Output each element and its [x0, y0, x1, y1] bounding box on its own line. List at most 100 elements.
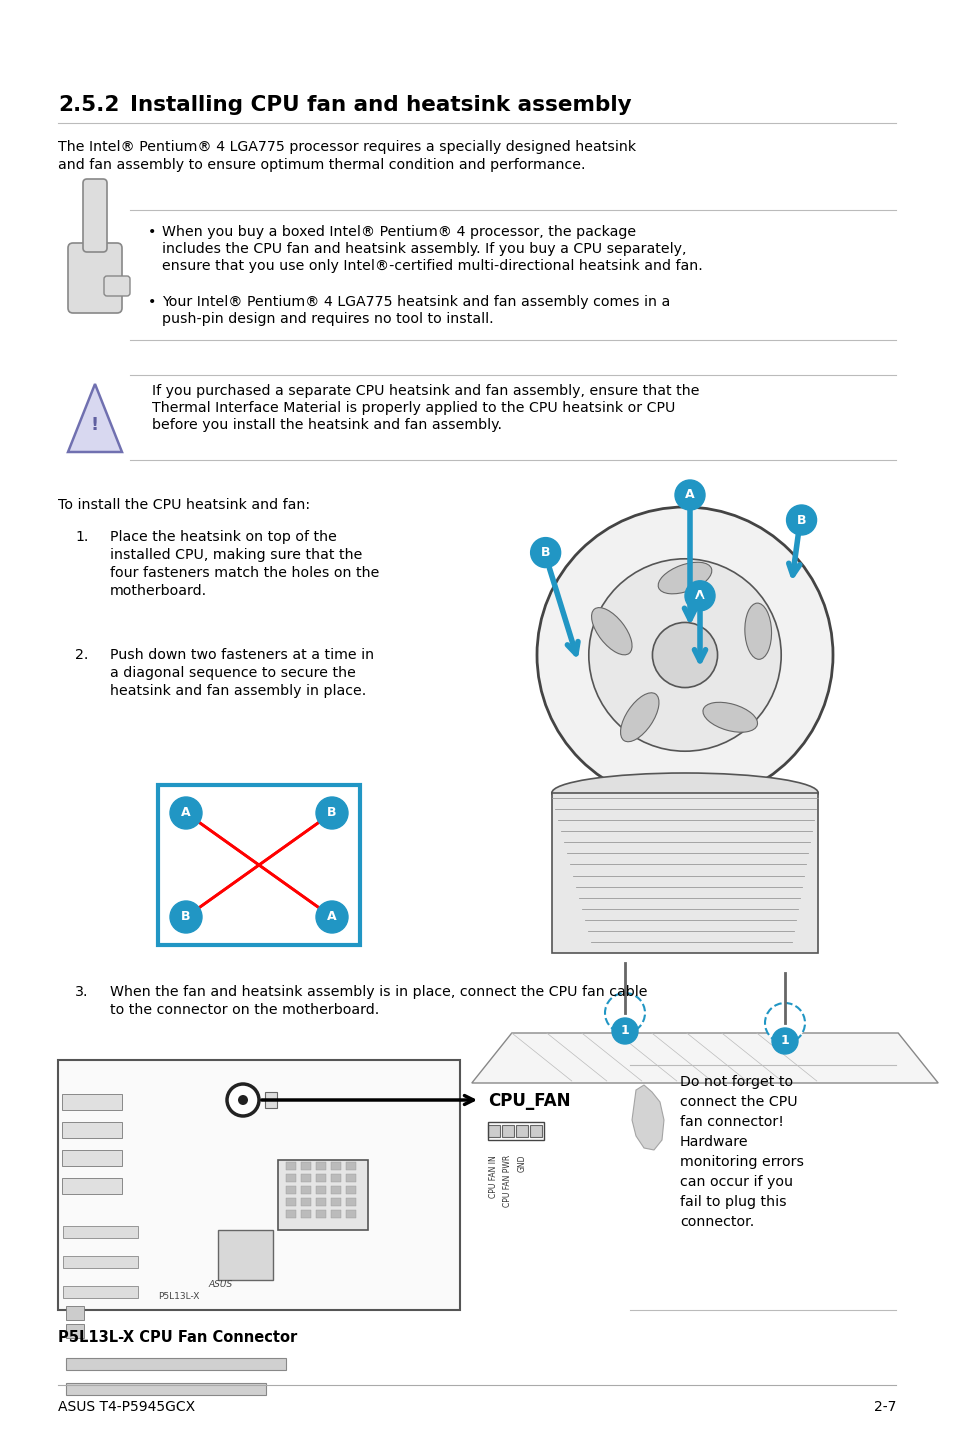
Polygon shape [631, 1086, 663, 1150]
Bar [62, 1094, 122, 1110]
Text: P5L13L-X CPU Fan Connector: P5L13L-X CPU Fan Connector [58, 1330, 297, 1345]
Text: When the fan and heatsink assembly is in place, connect the CPU fan cable: When the fan and heatsink assembly is in… [110, 985, 647, 999]
Text: fan connector!: fan connector! [679, 1114, 783, 1129]
Bar [301, 1162, 311, 1171]
Text: CPU_FAN: CPU_FAN [488, 1091, 570, 1110]
Bar [66, 1383, 266, 1395]
FancyBboxPatch shape [104, 276, 130, 296]
Bar [277, 1160, 368, 1229]
Text: 1: 1 [780, 1034, 788, 1047]
Text: Hardware: Hardware [679, 1135, 748, 1149]
Ellipse shape [658, 562, 711, 594]
Text: A: A [327, 910, 336, 923]
Text: GND: GND [517, 1155, 526, 1172]
Text: CPU FAN IN: CPU FAN IN [489, 1155, 498, 1198]
Text: 1.: 1. [75, 531, 89, 544]
Bar [62, 1122, 122, 1137]
Ellipse shape [702, 702, 757, 732]
Text: 3.: 3. [75, 985, 89, 999]
Text: connector.: connector. [679, 1215, 754, 1229]
Bar [301, 1198, 311, 1206]
Text: ensure that you use only Intel®-certified multi-directional heatsink and fan.: ensure that you use only Intel®-certifie… [162, 259, 702, 273]
Bar [301, 1209, 311, 1218]
Text: to the connector on the motherboard.: to the connector on the motherboard. [110, 1002, 379, 1017]
Bar [501, 1125, 514, 1137]
Bar [346, 1173, 355, 1182]
Bar [63, 1227, 138, 1238]
Circle shape [170, 902, 202, 933]
Bar [63, 1286, 138, 1299]
Bar [265, 1091, 276, 1109]
Text: push-pin design and requires no tool to install.: push-pin design and requires no tool to … [162, 312, 493, 326]
Text: 1: 1 [620, 1024, 629, 1037]
Text: four fasteners match the holes on the: four fasteners match the holes on the [110, 567, 379, 580]
Text: ASUS T4-P5945GCX: ASUS T4-P5945GCX [58, 1401, 195, 1414]
Polygon shape [472, 1032, 937, 1083]
Text: Do not forget to: Do not forget to [679, 1076, 792, 1089]
Ellipse shape [744, 603, 771, 660]
Ellipse shape [591, 608, 632, 654]
Text: A: A [695, 590, 704, 603]
Text: CPU FAN PWR: CPU FAN PWR [503, 1155, 512, 1208]
Bar [488, 1125, 499, 1137]
Bar [63, 1255, 138, 1268]
Text: includes the CPU fan and heatsink assembly. If you buy a CPU separately,: includes the CPU fan and heatsink assemb… [162, 242, 686, 256]
Text: B: B [540, 546, 550, 559]
Text: and fan assembly to ensure optimum thermal condition and performance.: and fan assembly to ensure optimum therm… [58, 158, 585, 173]
Bar [286, 1162, 295, 1171]
Bar [346, 1162, 355, 1171]
Bar [315, 1198, 326, 1206]
Text: B: B [181, 910, 191, 923]
Bar [315, 1173, 326, 1182]
Text: If you purchased a separate CPU heatsink and fan assembly, ensure that the: If you purchased a separate CPU heatsink… [152, 384, 699, 398]
Circle shape [675, 480, 704, 510]
Text: Your Intel® Pentium® 4 LGA775 heatsink and fan assembly comes in a: Your Intel® Pentium® 4 LGA775 heatsink a… [162, 295, 670, 309]
Circle shape [588, 559, 781, 751]
FancyBboxPatch shape [83, 178, 107, 252]
Text: motherboard.: motherboard. [110, 584, 207, 598]
Text: a diagonal sequence to secure the: a diagonal sequence to secure the [110, 666, 355, 680]
Text: B: B [796, 513, 805, 526]
Text: ASUS: ASUS [208, 1280, 232, 1288]
Text: heatsink and fan assembly in place.: heatsink and fan assembly in place. [110, 684, 366, 697]
Text: Place the heatsink on top of the: Place the heatsink on top of the [110, 531, 336, 544]
Bar [58, 1060, 459, 1310]
Text: installed CPU, making sure that the: installed CPU, making sure that the [110, 548, 362, 562]
Text: !: ! [91, 416, 99, 434]
Text: Installing CPU fan and heatsink assembly: Installing CPU fan and heatsink assembly [130, 95, 631, 115]
Bar [331, 1209, 340, 1218]
Text: B: B [327, 807, 336, 820]
Text: A: A [684, 489, 694, 502]
Circle shape [652, 623, 717, 687]
Text: connect the CPU: connect the CPU [679, 1094, 797, 1109]
Text: P5L13L-X: P5L13L-X [158, 1291, 199, 1301]
Bar [66, 1324, 84, 1337]
Bar [346, 1186, 355, 1194]
Text: Thermal Interface Material is properly applied to the CPU heatsink or CPU: Thermal Interface Material is properly a… [152, 401, 675, 416]
Circle shape [315, 902, 348, 933]
Circle shape [315, 797, 348, 828]
Circle shape [764, 1002, 804, 1043]
Bar [62, 1178, 122, 1194]
Text: can occur if you: can occur if you [679, 1175, 792, 1189]
Bar [331, 1186, 340, 1194]
Bar [286, 1186, 295, 1194]
Bar [346, 1198, 355, 1206]
Bar [158, 785, 359, 945]
Circle shape [785, 505, 816, 535]
Bar [62, 1150, 122, 1166]
Bar [331, 1162, 340, 1171]
Text: •: • [148, 224, 156, 239]
Bar [530, 1125, 541, 1137]
Bar [301, 1186, 311, 1194]
Bar [315, 1209, 326, 1218]
Bar [516, 1125, 527, 1137]
Bar [331, 1173, 340, 1182]
Polygon shape [68, 384, 122, 452]
Bar [488, 1122, 543, 1140]
Circle shape [227, 1084, 258, 1116]
Circle shape [170, 797, 202, 828]
Bar [286, 1209, 295, 1218]
Bar [286, 1173, 295, 1182]
Bar [218, 1229, 273, 1280]
